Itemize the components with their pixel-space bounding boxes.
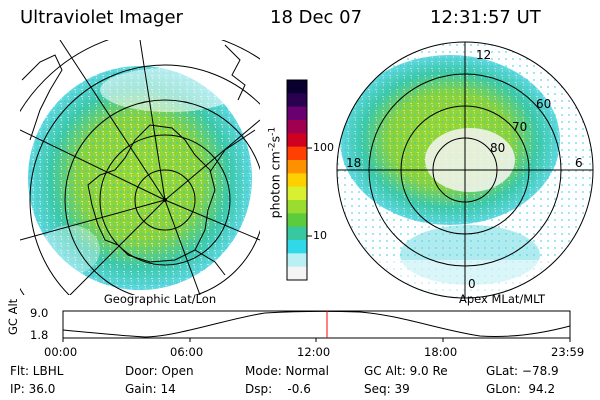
mlt-label-12: 12: [476, 48, 491, 62]
gc-alt-info: GC Alt: 9.0 Re: [364, 364, 448, 378]
geo-caption: Geographic Lat/Lon: [104, 292, 216, 306]
colorbar-stripe: [287, 120, 307, 134]
mlt-label-18: 18: [346, 156, 361, 170]
seq-info: Seq: 39: [364, 382, 410, 396]
geo-meridians: [20, 40, 260, 295]
mlt-caption: Apex MLat/MLT: [459, 292, 546, 306]
colorbar-tick-100: 100: [313, 141, 334, 154]
colorbar-stripe: [287, 146, 307, 161]
colorbar-stripe: [287, 173, 307, 188]
xtick-0000: 00:00: [44, 345, 78, 359]
time-label: 12:31:57 UT: [430, 7, 541, 28]
mlat-label-60: 60: [536, 97, 551, 111]
colorbar-stripe: [287, 160, 307, 174]
dsp-info: Dsp: -0.6: [245, 382, 311, 396]
colorbar-stripe: [287, 226, 307, 241]
altitude-timeline: [62, 310, 571, 342]
xtick-2359: 23:59: [551, 345, 585, 359]
mode-info: Mode: Normal: [245, 364, 329, 378]
door-info: Door: Open: [125, 364, 194, 378]
date-label: 18 Dec 07: [270, 7, 363, 28]
colorbar: [286, 79, 312, 281]
colorbar-stripe: [287, 253, 307, 268]
colorbar-stripe: [287, 133, 307, 148]
colorbar-tick-10: 10: [313, 229, 327, 242]
instrument-title: Ultraviolet Imager: [20, 7, 183, 28]
colorbar-stripe: [287, 213, 307, 228]
altitude-curve: [62, 310, 571, 338]
geographic-map: [20, 40, 260, 295]
geo-latitude-grid: [20, 40, 260, 295]
colorbar-stripe: [287, 240, 307, 254]
colorbar-stripe: [287, 186, 307, 201]
colorbar-stripe: [287, 80, 307, 94]
mlat-label-70: 70: [512, 120, 527, 134]
xtick-1800: 18:00: [424, 345, 458, 359]
timeline-ylabel: GC Alt: [6, 298, 20, 335]
colorbar-stripe: [287, 200, 307, 214]
mlat-label-80: 80: [490, 141, 505, 155]
xtick-1200: 12:00: [297, 345, 331, 359]
mlt-label-6: 6: [575, 156, 583, 170]
colorbar-stripe: [287, 266, 307, 281]
mlt-polar-plot: [336, 41, 594, 299]
colorbar-unit-label: photon cm-2s-1: [267, 126, 283, 219]
ip-info: IP: 36.0: [10, 382, 56, 396]
colorbar-stripe: [287, 106, 307, 121]
antarctica-coastline: [87, 124, 216, 263]
colorbar-stripe: [287, 93, 307, 108]
ytick-1-8: 1.8: [30, 328, 49, 342]
glat-info: GLat: −78.9: [486, 364, 559, 378]
glon-info: GLon: 94.2: [486, 382, 556, 396]
ytick-9: 9.0: [30, 306, 49, 320]
gain-info: Gain: 14: [125, 382, 176, 396]
xtick-0600: 06:00: [170, 345, 204, 359]
filter-info: Flt: LBHL: [10, 364, 64, 378]
mlt-label-0: 0: [468, 277, 476, 291]
